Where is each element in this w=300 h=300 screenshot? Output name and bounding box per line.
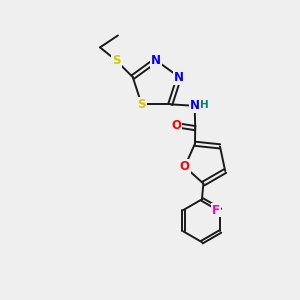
Text: F: F [212,203,220,217]
Text: N: N [174,70,184,84]
Text: N: N [151,54,161,67]
Text: S: S [112,54,121,67]
Text: O: O [180,160,190,173]
Text: N: N [190,99,200,112]
Text: O: O [171,118,181,132]
Text: H: H [200,100,208,110]
Text: S: S [137,98,146,111]
